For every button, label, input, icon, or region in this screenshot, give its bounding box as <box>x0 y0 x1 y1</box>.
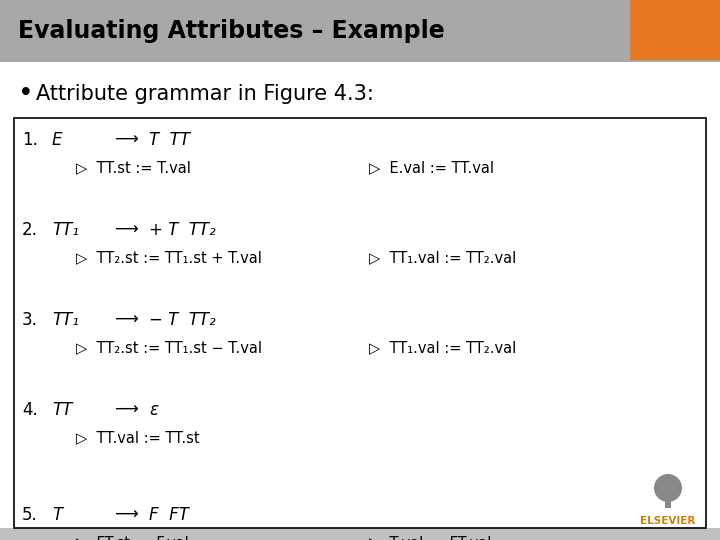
Circle shape <box>654 474 682 502</box>
Text: ⟶: ⟶ <box>114 221 138 239</box>
Text: ▷  TT.val := TT.st: ▷ TT.val := TT.st <box>76 430 199 445</box>
Text: ▷  TT₁.val := TT₂.val: ▷ TT₁.val := TT₂.val <box>369 341 516 355</box>
Text: ⟶: ⟶ <box>114 311 138 329</box>
Bar <box>0 0 720 62</box>
Text: ▷  TT.st := T.val: ▷ TT.st := T.val <box>76 160 191 176</box>
Text: •: • <box>18 81 34 107</box>
Text: ▷  E.val := TT.val: ▷ E.val := TT.val <box>369 160 494 176</box>
Text: F  FT: F FT <box>149 506 189 524</box>
Text: ▷  TT₂.st := TT₁.st − T.val: ▷ TT₂.st := TT₁.st − T.val <box>76 341 262 355</box>
Text: E: E <box>52 131 63 149</box>
Text: 5.: 5. <box>22 506 37 524</box>
Text: ε: ε <box>149 401 158 419</box>
Text: ⟶: ⟶ <box>114 506 138 524</box>
Text: 1.: 1. <box>22 131 38 149</box>
Text: ▷  TT₁.val := TT₂.val: ▷ TT₁.val := TT₂.val <box>369 251 516 266</box>
Text: ▷  T.val := FT.val: ▷ T.val := FT.val <box>369 536 491 540</box>
Text: TT₁: TT₁ <box>52 221 79 239</box>
Text: 3.: 3. <box>22 311 38 329</box>
Text: ⟶: ⟶ <box>114 131 138 149</box>
Text: − T  TT₂: − T TT₂ <box>149 311 215 329</box>
Text: TT₁: TT₁ <box>52 311 79 329</box>
Text: + T  TT₂: + T TT₂ <box>149 221 215 239</box>
Text: ELSEVIER: ELSEVIER <box>640 516 696 526</box>
Text: 2.: 2. <box>22 221 38 239</box>
Text: T  TT: T TT <box>149 131 190 149</box>
Text: T: T <box>52 506 62 524</box>
Bar <box>630 0 720 60</box>
Text: Attribute grammar in Figure 4.3:: Attribute grammar in Figure 4.3: <box>36 84 374 104</box>
Bar <box>665 498 671 508</box>
Text: ▷  TT₂.st := TT₁.st + T.val: ▷ TT₂.st := TT₁.st + T.val <box>76 251 262 266</box>
Bar <box>14 118 706 528</box>
Text: Evaluating Attributes – Example: Evaluating Attributes – Example <box>18 19 445 43</box>
Text: ▷  FT.st := F.val: ▷ FT.st := F.val <box>76 536 189 540</box>
Text: 4.: 4. <box>22 401 37 419</box>
Text: ⟶: ⟶ <box>114 401 138 419</box>
Bar <box>0 528 720 540</box>
Text: TT: TT <box>52 401 72 419</box>
